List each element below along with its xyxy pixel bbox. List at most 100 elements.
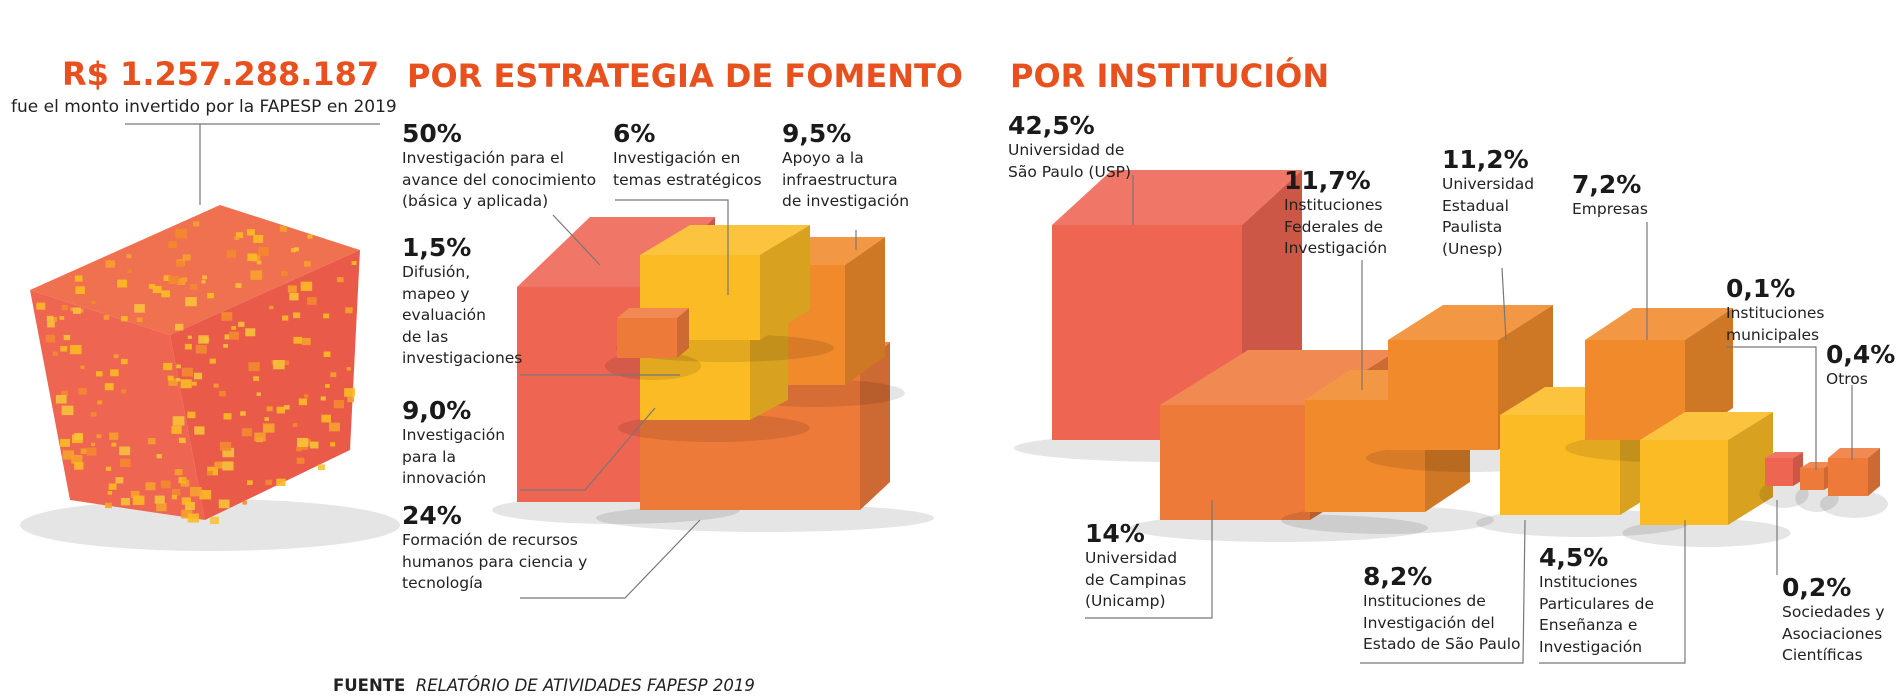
inst-bar-estado-sp-front xyxy=(1388,340,1498,450)
texture-speck xyxy=(59,316,65,320)
total-cube-top xyxy=(30,205,360,335)
texture-speck xyxy=(330,442,336,447)
texture-speck xyxy=(160,480,171,489)
texture-speck xyxy=(235,232,244,238)
inst-label-federales: 11,7% Instituciones Federales de Investi… xyxy=(1284,167,1387,260)
texture-speck xyxy=(290,248,297,253)
texture-speck xyxy=(161,290,171,298)
fomento-label-conocimiento: 50% Investigación para el avance del con… xyxy=(402,120,596,213)
texture-speck xyxy=(148,283,155,289)
fomento-desc: Investigación en temas estratégicos xyxy=(613,149,762,189)
texture-speck xyxy=(221,312,233,321)
leader-particulares xyxy=(1539,520,1686,664)
texture-speck xyxy=(132,495,145,505)
texture-speck xyxy=(193,372,203,380)
texture-speck xyxy=(207,292,214,299)
inst-label-sociedades: 0,2% Sociedades y Asociaciones Científic… xyxy=(1782,574,1885,667)
texture-speck xyxy=(71,454,83,464)
texture-speck xyxy=(110,369,119,377)
texture-speck xyxy=(189,283,198,290)
texture-speck xyxy=(104,383,114,391)
texture-speck xyxy=(296,437,309,448)
texture-speck xyxy=(184,343,192,350)
texture-speck xyxy=(187,513,200,523)
texture-speck xyxy=(78,388,87,395)
inst-bar-empresas-side xyxy=(1685,308,1733,440)
texture-speck xyxy=(303,261,311,267)
texture-speck xyxy=(250,270,263,280)
inst-pct: 14% xyxy=(1085,519,1145,548)
texture-speck xyxy=(347,396,355,403)
texture-speck xyxy=(247,253,257,262)
texture-speck xyxy=(328,422,340,432)
texture-speck xyxy=(171,495,178,500)
texture-speck xyxy=(241,428,252,437)
texture-speck xyxy=(234,236,240,241)
texture-speck xyxy=(61,390,68,396)
inst-desc: Empresas xyxy=(1572,200,1648,218)
texture-speck xyxy=(325,384,330,388)
leader-conocimiento xyxy=(552,214,601,266)
texture-speck xyxy=(293,312,301,319)
texture-speck xyxy=(117,279,128,288)
texture-speck xyxy=(55,394,67,404)
inst-label-unesp: 11,2% Universidad Estadual Paulista (Une… xyxy=(1442,146,1534,260)
texture-speck xyxy=(185,297,197,307)
texture-speck xyxy=(296,457,305,464)
texture-speck xyxy=(307,234,313,239)
texture-speck xyxy=(175,323,184,331)
texture-speck xyxy=(69,344,82,355)
texture-speck xyxy=(182,254,191,261)
texture-speck xyxy=(172,416,185,426)
fomento-bar-difusion-side xyxy=(677,308,689,358)
texture-speck xyxy=(207,470,214,476)
texture-speck xyxy=(293,247,299,252)
texture-speck xyxy=(96,371,103,377)
texture-speck xyxy=(346,367,351,371)
texture-speck xyxy=(62,450,75,460)
texture-speck xyxy=(219,390,226,397)
texture-speck xyxy=(176,364,181,369)
texture-speck xyxy=(248,362,260,372)
texture-speck xyxy=(36,302,46,310)
fomento-bar-conocimiento-front xyxy=(517,287,642,502)
texture-speck xyxy=(264,417,269,421)
texture-speck xyxy=(300,281,313,291)
fomento-bar-infraestructura-side xyxy=(845,237,885,385)
texture-speck xyxy=(185,502,195,510)
inst-bar-sociedades-big-top xyxy=(1640,412,1773,440)
inst-label-usp: 42,5% Universidad de São Paulo (USP) xyxy=(1008,112,1131,183)
texture-speck xyxy=(323,351,331,358)
inst-label-unicamp: 14% Universidad de Campinas (Unicamp) xyxy=(1085,520,1186,613)
texture-speck xyxy=(304,394,309,398)
texture-speck xyxy=(287,285,297,293)
fomento-pct: 9,0% xyxy=(402,396,472,425)
fomento-desc: Investigación para el avance del conocim… xyxy=(402,149,597,210)
texture-speck xyxy=(60,345,68,352)
inst-label-estado-sp: 8,2% Instituciones de Investigación del … xyxy=(1363,563,1521,656)
fomento-pct: 6% xyxy=(613,119,656,148)
texture-speck xyxy=(96,434,102,439)
texture-speck xyxy=(226,250,237,258)
texture-speck xyxy=(333,400,345,409)
texture-speck xyxy=(109,432,119,440)
total-cube-shadow xyxy=(20,499,400,551)
inst-bar-particulares-shadow xyxy=(1476,509,1689,537)
inst-desc: Universidad Estadual Paulista (Unesp) xyxy=(1442,175,1535,258)
texture-speck xyxy=(115,477,124,484)
inst-bar-municipales-front xyxy=(1800,468,1824,490)
inst-bar-otros-shadow xyxy=(1820,490,1888,518)
fomento-label-infraestructura: 9,5% Apoyo a la infraestructura de inves… xyxy=(782,120,909,213)
texture-speck xyxy=(307,297,317,305)
texture-speck xyxy=(103,315,110,320)
inst-bar-unicamp-shadow xyxy=(1130,514,1428,542)
texture-speck xyxy=(189,486,202,497)
texture-speck xyxy=(293,336,303,344)
texture-speck xyxy=(276,406,286,414)
texture-speck xyxy=(75,286,85,294)
texture-speck xyxy=(238,321,245,327)
inst-desc: Sociedades y Asociaciones Científicas xyxy=(1782,603,1885,664)
texture-speck xyxy=(265,479,273,486)
texture-speck xyxy=(181,509,193,519)
